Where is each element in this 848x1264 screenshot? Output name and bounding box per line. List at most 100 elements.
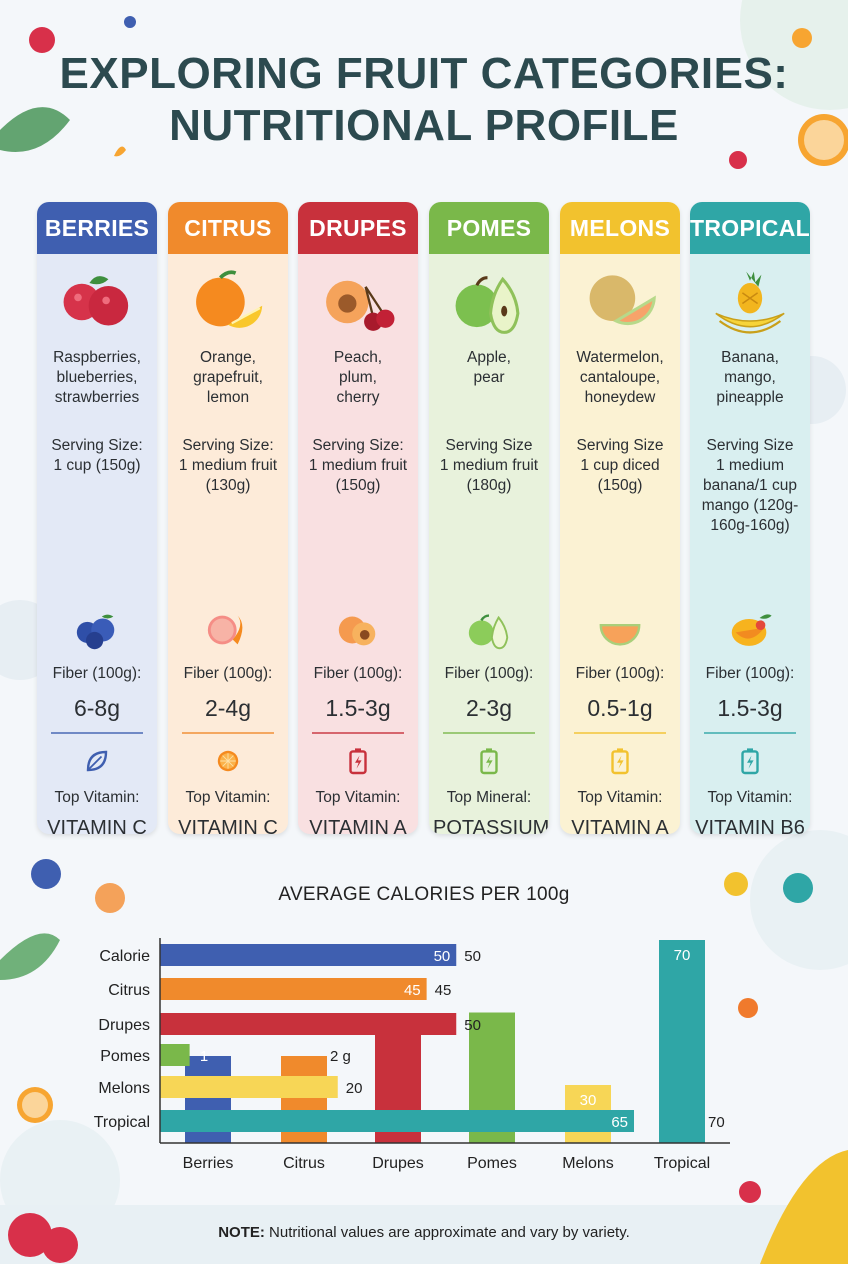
category-body: Watermelon, cantaloupe, honeydew Serving …	[560, 254, 680, 834]
raspberry-icon	[29, 27, 55, 53]
row-outer-label: 20	[346, 1080, 363, 1097]
row-inner-label: 1	[200, 1048, 208, 1065]
divider	[51, 732, 143, 734]
category-card-tropical: TROPICAL Banana, mango, pineapple Serving …	[690, 202, 810, 834]
row-category-label: Melons	[98, 1080, 150, 1097]
orange-peel-icon	[114, 146, 126, 157]
category-header: TROPICAL	[690, 202, 810, 254]
divider	[704, 732, 796, 734]
fruit-examples: Orange, grapefruit, lemon	[193, 349, 263, 406]
x-tick-label: Citrus	[283, 1155, 325, 1172]
category-body: Apple, pear Serving Size 1 medium fruit (…	[429, 254, 549, 834]
orange-slice-icon	[213, 746, 243, 781]
fiber-value: 1.5-3g	[325, 695, 391, 721]
category-body: Banana, mango, pineapple Serving Size 1 m…	[690, 254, 810, 834]
category-card-drupes: DRUPES Peach, plum, cherry Serving Size: 1…	[298, 202, 418, 834]
category-body: Peach, plum, cherry Serving Size: 1 mediu…	[298, 254, 418, 834]
orange-icon	[738, 998, 758, 1018]
leaf-icon	[82, 746, 112, 781]
fiber-value: 0.5-1g	[587, 695, 653, 721]
fiber-value: 6-8g	[73, 695, 121, 721]
category-card-pomes: POMES Apple, pear Serving Size 1 medium fr…	[429, 202, 549, 834]
apple-icon	[739, 1181, 761, 1203]
lemon-icon	[724, 872, 748, 896]
category-header: CITRUS	[168, 202, 288, 254]
category-body: Raspberries, blueberries, strawberries Se…	[37, 254, 157, 834]
battery-icon	[735, 746, 765, 781]
fiber-value: 2-3g	[465, 695, 513, 721]
fiber-label: Fiber (100g):	[313, 665, 403, 682]
category-card-melons: MELONS Watermelon, cantaloupe, honeydew Se…	[560, 202, 680, 834]
grapefruit-icon	[202, 606, 254, 659]
cantaloupe-icon	[582, 264, 658, 345]
fruit-examples: Raspberries, blueberries, strawberries	[53, 349, 141, 406]
row-bar-drupes	[160, 1013, 457, 1035]
x-tick-label: Tropical	[654, 1155, 710, 1172]
melon-slice-icon	[594, 606, 646, 659]
fruit-examples: Peach, plum, cherry	[333, 349, 383, 406]
note-label: NOTE:	[218, 1224, 265, 1241]
battery-icon	[605, 746, 635, 781]
fiber-label: Fiber (100g):	[444, 665, 534, 682]
leaf-icon	[0, 107, 70, 152]
top-nutrient-label: Top Mineral:	[446, 789, 532, 806]
serving-size: Serving Size: 1 medium fruit (150g)	[308, 437, 408, 494]
row-outer-label: 2 g	[330, 1048, 351, 1065]
category-card-berries: BERRIES Raspberries, blueberries, strawbe…	[37, 202, 157, 834]
row-bar-tropical	[160, 1110, 634, 1132]
fiber-label: Fiber (100g):	[183, 665, 273, 682]
row-category-label: Drupes	[98, 1017, 150, 1034]
serving-size: Serving Size 1 cup diced (150g)	[576, 437, 664, 494]
row-outer-label: 45	[435, 982, 452, 999]
apple-pear-small-icon	[463, 606, 515, 659]
berry-badge-icon	[31, 859, 61, 889]
fiber-value: 1.5-3g	[717, 695, 783, 721]
blueberry-icon	[71, 606, 123, 659]
banana-icon	[760, 1150, 848, 1264]
x-tick-label: Melons	[562, 1155, 614, 1172]
category-card-citrus: CITRUS Orange, grapefruit, lemon Serving S…	[168, 202, 288, 834]
battery-badge-icon	[783, 873, 813, 903]
top-nutrient-label: Top Vitamin:	[707, 789, 793, 806]
x-tick-label: Drupes	[372, 1155, 424, 1172]
top-nutrient-value: VITAMIN B6	[695, 817, 805, 834]
fruit-examples: Banana, mango, pineapple	[716, 349, 784, 406]
fruit-examples: Watermelon, cantaloupe, honeydew	[576, 349, 664, 406]
fiber-label: Fiber (100g):	[52, 665, 142, 682]
row-bar-calorie	[160, 944, 457, 966]
apple-icon	[729, 151, 747, 169]
category-header: DRUPES	[298, 202, 418, 254]
column-value-label: 30	[580, 1092, 597, 1109]
mango-icon	[724, 606, 776, 659]
fiber-label: Fiber (100g):	[705, 665, 795, 682]
orange-icon	[190, 264, 266, 345]
top-nutrient-value: VITAMIN A	[571, 817, 669, 834]
top-nutrient-label: Top Vitamin:	[315, 789, 401, 806]
row-inner-label: 45	[404, 982, 421, 999]
top-nutrient-value: VITAMIN C	[178, 817, 278, 834]
peach-icon	[320, 264, 396, 345]
row-inner-label: 65	[611, 1114, 628, 1131]
serving-size: Serving Size: 1 medium fruit (130g)	[178, 437, 278, 494]
battery-icon	[343, 746, 373, 781]
raspberry-icon	[8, 1213, 52, 1257]
row-outer-label: 50	[464, 1017, 481, 1034]
top-nutrient-value: VITAMIN C	[47, 817, 147, 834]
row-outer-label: 70	[708, 1114, 725, 1131]
top-nutrient-label: Top Vitamin:	[54, 789, 140, 806]
leaf-icon	[0, 933, 60, 980]
x-tick-label: Pomes	[467, 1155, 517, 1172]
divider	[443, 732, 535, 734]
title-line-2: NUTRITIONAL PROFILE	[169, 101, 679, 150]
row-category-label: Tropical	[94, 1114, 150, 1131]
divider	[312, 732, 404, 734]
top-nutrient-label: Top Vitamin:	[577, 789, 663, 806]
banana-pineapple-icon	[712, 264, 788, 345]
row-bar-citrus	[160, 978, 427, 1000]
apple-pear-icon	[451, 264, 527, 345]
raspberry-icon	[59, 264, 135, 345]
serving-size: Serving Size: 1 cup (150g)	[51, 437, 143, 474]
category-header: BERRIES	[37, 202, 157, 254]
